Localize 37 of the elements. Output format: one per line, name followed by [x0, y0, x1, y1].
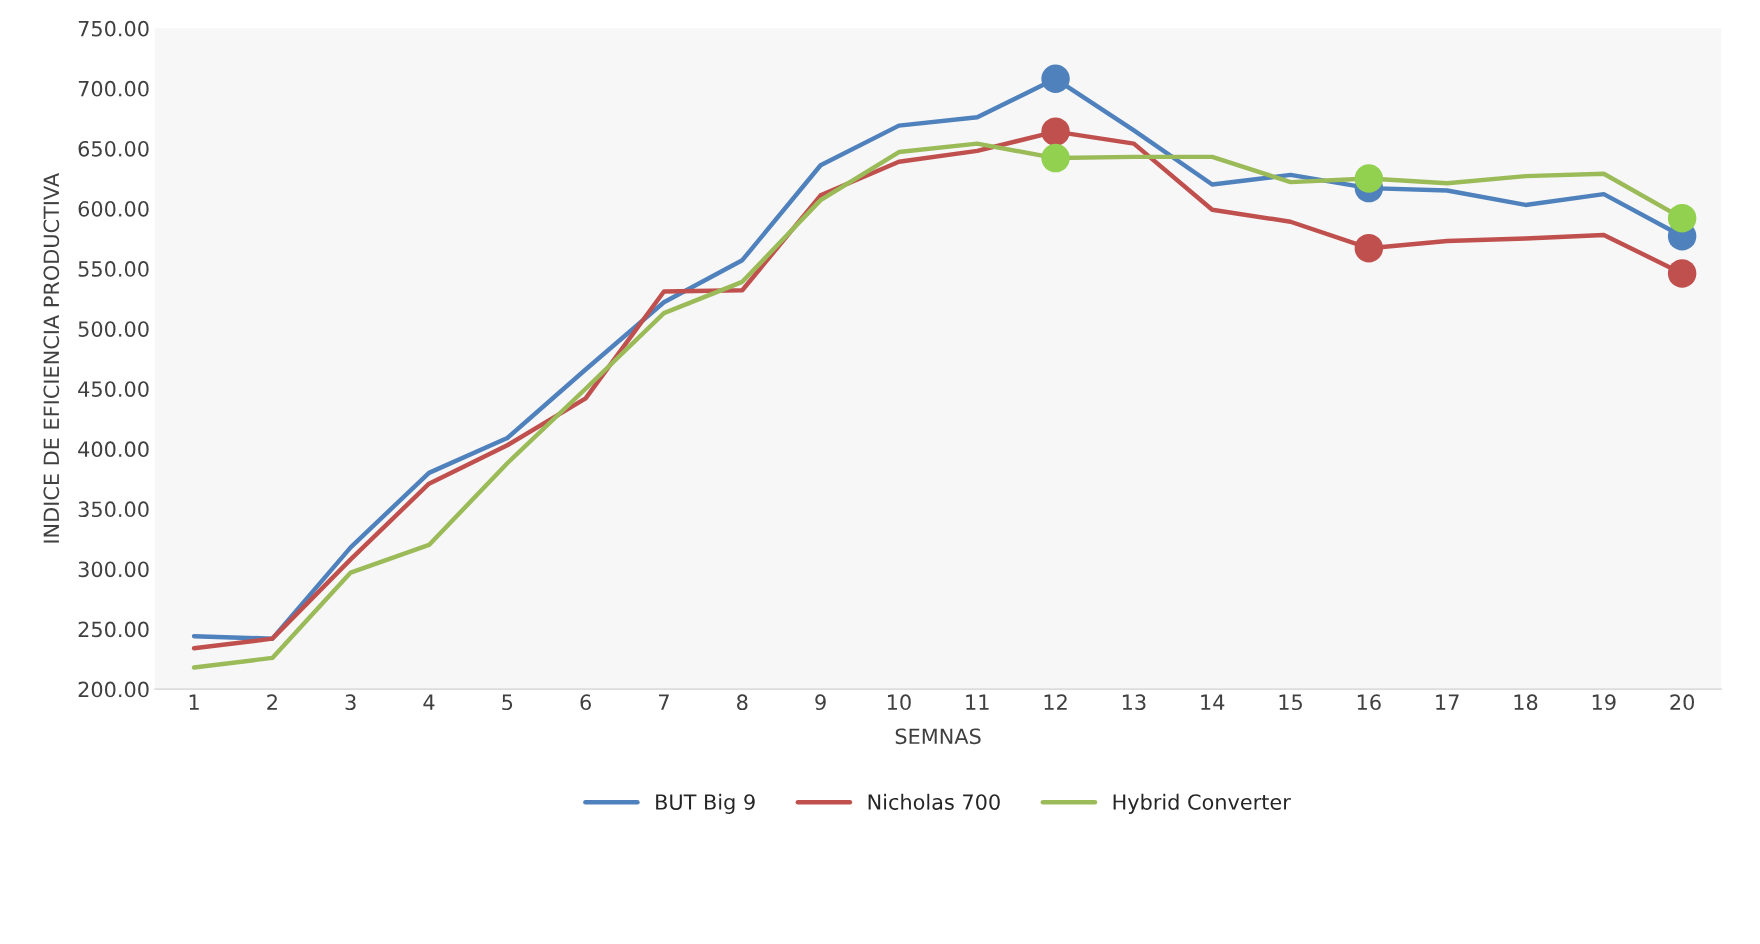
y-tick-label: 350.00 [78, 501, 149, 518]
y-axis-title: INDICE DE EFICIENCIA PRODUCTIVA [43, 173, 60, 543]
x-tick-label: 18 [1514, 694, 1538, 711]
x-tick-label: 15 [1279, 694, 1302, 711]
y-tick-label: 500.00 [78, 321, 149, 337]
y-tick-label: 300.00 [78, 561, 149, 578]
x-tick-label: 11 [966, 694, 989, 710]
x-tick-label: 3 [345, 694, 356, 711]
y-tick-label: 700.00 [78, 80, 149, 97]
x-tick-label: 4 [423, 694, 435, 710]
x-tick-label: 19 [1592, 694, 1616, 711]
x-tick-label: 16 [1357, 694, 1381, 711]
y-tick-label: 400.00 [78, 441, 149, 458]
y-tick-label: 750.00 [78, 20, 149, 37]
y-tick-label: 650.00 [78, 140, 149, 157]
x-tick-label: 17 [1436, 694, 1459, 710]
legend-label: Nicholas 700 [868, 793, 1000, 810]
x-tick-label: 7 [659, 694, 669, 710]
x-tick-label: 20 [1670, 694, 1694, 711]
x-tick-label: 10 [887, 694, 911, 711]
y-tick-label: 600.00 [78, 200, 149, 217]
y-tick-label: 550.00 [78, 261, 149, 277]
y-tick-label: 450.00 [78, 381, 149, 397]
x-tick-label: 12 [1044, 694, 1067, 710]
x-tick-label: 8 [737, 694, 748, 711]
x-tick-label: 13 [1122, 694, 1146, 711]
x-tick-label: 6 [580, 694, 591, 711]
x-tick-label: 2 [267, 694, 277, 710]
legend-label: BUT Big 9 [656, 793, 755, 814]
y-tick-label: 250.00 [78, 621, 149, 638]
x-tick-label: 14 [1201, 694, 1225, 710]
y-tick-label: 200.00 [78, 681, 149, 698]
x-tick-label: 5 [502, 694, 513, 711]
x-tick-label: 1 [189, 694, 199, 710]
legend-label: Hybrid Converter [1113, 793, 1291, 814]
x-tick-label: 9 [815, 694, 826, 711]
x-axis-title: SEMNAS [895, 728, 981, 745]
